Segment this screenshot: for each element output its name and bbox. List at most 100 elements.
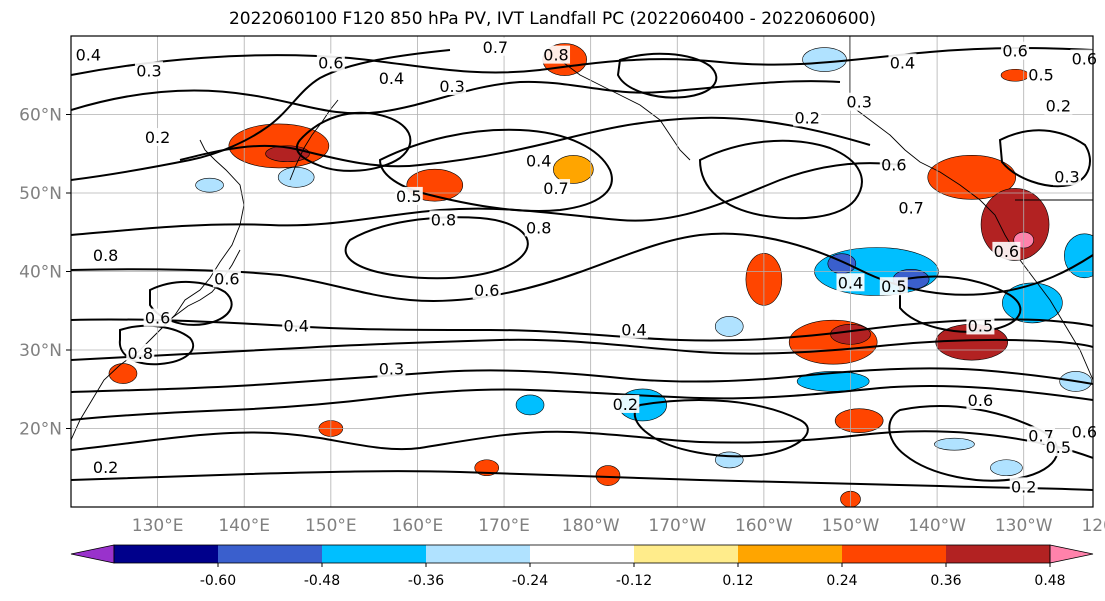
latitude-tick-labels: 20°N 30°N 40°N 50°N 60°N <box>19 106 71 440</box>
contour-label: 0.4 <box>890 53 915 72</box>
contour-line <box>179 116 871 168</box>
contour-label-bg <box>879 155 908 174</box>
coastlines <box>71 36 1093 441</box>
coastline-japan <box>159 249 241 331</box>
contour-label-bg <box>1053 167 1082 186</box>
colorbar-segment <box>634 545 739 563</box>
colorbar-tick-label: -0.36 <box>408 573 444 589</box>
contour-line <box>698 139 863 220</box>
colorbar-tick-label: 0.24 <box>826 573 857 589</box>
colorbar-segment <box>842 545 947 563</box>
lat-tick-label: 60°N <box>19 106 62 126</box>
contour-line <box>378 128 613 212</box>
contour-label-bg <box>992 241 1021 260</box>
contour-line <box>71 232 1093 302</box>
contour-label-bg <box>1001 41 1030 60</box>
contour-label-bg <box>793 108 822 127</box>
contour-label-bg <box>1070 49 1099 68</box>
contour-line <box>71 430 1093 459</box>
coastline-asia <box>71 139 245 441</box>
contour-label: 0.2 <box>1046 97 1071 116</box>
colorbar-segment <box>426 545 531 563</box>
anomaly-patch <box>714 316 744 337</box>
lon-tick-label: 170°W <box>648 516 706 536</box>
contour-label-bg <box>1027 65 1056 84</box>
lon-tick-label: 140°E <box>218 516 270 536</box>
contour-line <box>71 384 1093 421</box>
contour-label: 0.6 <box>881 156 906 175</box>
contour-labels: 0.40.3 0.60.40.7 0.80.30.60.4 0.60.50.20.30… <box>74 37 1099 496</box>
colorbar-tick-label: -0.60 <box>200 573 236 589</box>
longitude-tick-labels: 130°E 140°E 150°E 160°E 170°E 180°W 170°W 160°W… <box>132 516 1105 536</box>
lon-tick-label: 150°E <box>305 516 357 536</box>
contour-label: 0.3 <box>846 93 871 112</box>
contour-label: 0.8 <box>526 218 551 237</box>
contour-label: 0.4 <box>283 316 308 335</box>
anomaly-patch <box>834 408 884 433</box>
colorbar-segment <box>946 545 1051 563</box>
colorbar-tick-label: -0.48 <box>304 573 340 589</box>
contour-label: 0.8 <box>543 46 568 65</box>
anomaly-patch <box>277 167 315 188</box>
colorbar-tick-label: 0.48 <box>1034 573 1065 589</box>
contour-label: 0.2 <box>1011 477 1036 496</box>
anomaly-patch <box>1002 282 1063 324</box>
colorbar-tick-label: 0.12 <box>722 573 753 589</box>
contour-label: 0.6 <box>318 53 343 72</box>
contour-label: 0.5 <box>1046 438 1071 457</box>
lon-tick-label: 170°E <box>478 516 530 536</box>
anomaly-patch <box>595 465 621 486</box>
anomaly-patch <box>934 437 975 451</box>
contour-label-bg <box>143 128 172 147</box>
anomaly-patch <box>927 155 1017 200</box>
coastline-alaska <box>559 59 691 161</box>
contour-label-bg <box>845 92 874 111</box>
contour-line <box>71 338 1093 361</box>
colorbar-extend-low <box>70 544 115 564</box>
contour-label-bg <box>524 151 553 170</box>
contour-label: 0.8 <box>431 210 456 229</box>
contour-label-bg <box>377 359 406 378</box>
lat-tick-label: 30°N <box>19 341 62 361</box>
colorbar-tick-label: -0.24 <box>512 573 548 589</box>
contour-label: 0.6 <box>145 309 170 328</box>
colorbar-frame <box>113 544 1051 564</box>
colorbar: -0.60 -0.48 -0.36 -0.24 -0.12 0.12 0.24 0.36 0.4… <box>70 544 1094 589</box>
contour-line <box>633 399 809 458</box>
anomaly-patch <box>553 155 594 184</box>
contour-label: 0.7 <box>543 179 568 198</box>
contour-line <box>71 49 451 181</box>
contour-label: 0.2 <box>145 128 170 147</box>
contour-label: 0.2 <box>794 108 819 127</box>
contour-label-bg <box>134 61 163 80</box>
contour-label-bg <box>74 45 103 64</box>
contour-label: 0.3 <box>1054 167 1079 186</box>
ivt-anomaly-shading <box>108 43 1093 507</box>
colorbar-segment <box>738 545 843 563</box>
contour-label-bg <box>542 45 571 64</box>
contour-line <box>71 367 1093 393</box>
contour-label-bg <box>1044 438 1073 457</box>
contour-label: 0.2 <box>93 458 118 477</box>
contour-label-bg <box>966 316 995 335</box>
lon-tick-label: 180°W <box>562 516 620 536</box>
contour-label: 0.3 <box>439 77 464 96</box>
lat-lon-gridlines <box>71 36 1093 507</box>
colorbar-tick-label: -0.12 <box>616 573 652 589</box>
contour-label-bg <box>438 77 467 96</box>
lat-tick-label: 40°N <box>19 263 62 283</box>
contour-label-bg <box>524 218 553 237</box>
contour-label-bg <box>143 308 172 327</box>
contour-label-bg <box>212 269 241 288</box>
contour-label: 0.7 <box>898 199 923 218</box>
lon-tick-label: 130°E <box>132 516 184 536</box>
contour-label: 0.8 <box>93 246 118 265</box>
contour-label-bg <box>481 37 510 56</box>
colorbar-segment <box>114 545 219 563</box>
contour-label-bg <box>429 210 458 229</box>
contour-label: 0.7 <box>483 38 508 57</box>
contour-label: 0.6 <box>1072 422 1097 441</box>
contour-line <box>888 405 1059 482</box>
contour-label-bg <box>611 394 640 413</box>
